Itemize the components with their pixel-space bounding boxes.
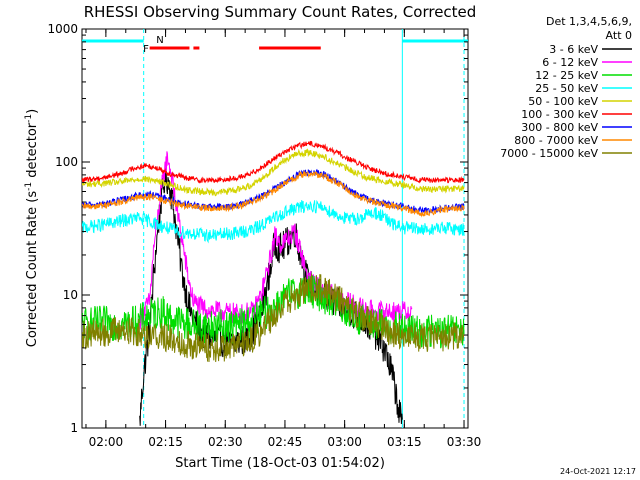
flag-bars (82, 39, 468, 50)
x-tick-label: 02:30 (208, 435, 243, 449)
y-tick-label: 1000 (47, 22, 78, 36)
series-line-25-50-kev (82, 199, 465, 244)
series-line-800-7000-kev (82, 170, 465, 218)
legend-label-800-7000-kev: 800 - 7000 keV (514, 134, 598, 147)
legend-header-attenuator: Att 0 (606, 29, 632, 42)
series-line-7000-15000-kev (82, 273, 465, 363)
saa-flag-label: F (143, 44, 149, 55)
y-axis-label-mid: detector (25, 122, 40, 182)
x-tick-label: 03:00 (327, 435, 362, 449)
series-line-50-100-kev (82, 148, 465, 197)
plot-area-frame (81, 28, 469, 429)
legend-label-3-6-kev: 3 - 6 keV (549, 43, 598, 56)
legend-label-50-100-kev: 50 - 100 keV (528, 95, 598, 108)
legend-label-100-300-kev: 100 - 300 keV (521, 108, 598, 121)
legend-label-6-12-kev: 6 - 12 keV (542, 56, 598, 69)
night-flag-label: N (156, 35, 163, 46)
y-axis-label-end: ) (25, 109, 40, 114)
legend-label-7000-15000-kev: 7000 - 15000 keV (500, 147, 598, 160)
y-axis-label-main: Corrected Count Rate (s (25, 191, 40, 348)
legend-label-300-800-kev: 300 - 800 keV (521, 121, 598, 134)
y-tick-label: 1 (70, 421, 78, 435)
series-group (82, 140, 465, 426)
y-tick-label: 100 (55, 155, 78, 169)
legend-label-12-25-kev: 12 - 25 keV (535, 69, 598, 82)
series-line-100-300-kev (82, 140, 465, 184)
legend-header-detectors: Det 1,3,4,5,6,9, (546, 15, 632, 28)
y-axis-label: Corrected Count Rate (s-1 detector-1) (24, 109, 40, 347)
x-tick-label: 03:15 (387, 435, 422, 449)
x-axis-label: Start Time (18-Oct-03 01:54:02) (175, 456, 385, 471)
x-tick-label: 02:00 (89, 435, 124, 449)
footer-timestamp: 24-Oct-2021 12:17 (560, 467, 636, 476)
x-tick-label: 03:30 (447, 435, 482, 449)
x-tick-label: 02:15 (148, 435, 183, 449)
chart-title: RHESSI Observing Summary Count Rates, Co… (84, 3, 477, 21)
y-axis-ticks: 1 10 100 1000 (47, 22, 468, 435)
y-axis-label-exp1: -1 (24, 182, 34, 191)
y-tick-label: 10 (63, 288, 78, 302)
y-axis-label-exp2: -1 (24, 114, 34, 123)
legend-label-25-50-kev: 25 - 50 keV (535, 82, 598, 95)
x-axis-ticks: 02:00 02:15 02:30 02:45 03:00 03:15 03:30 (85, 29, 482, 449)
x-tick-label: 02:45 (268, 435, 303, 449)
